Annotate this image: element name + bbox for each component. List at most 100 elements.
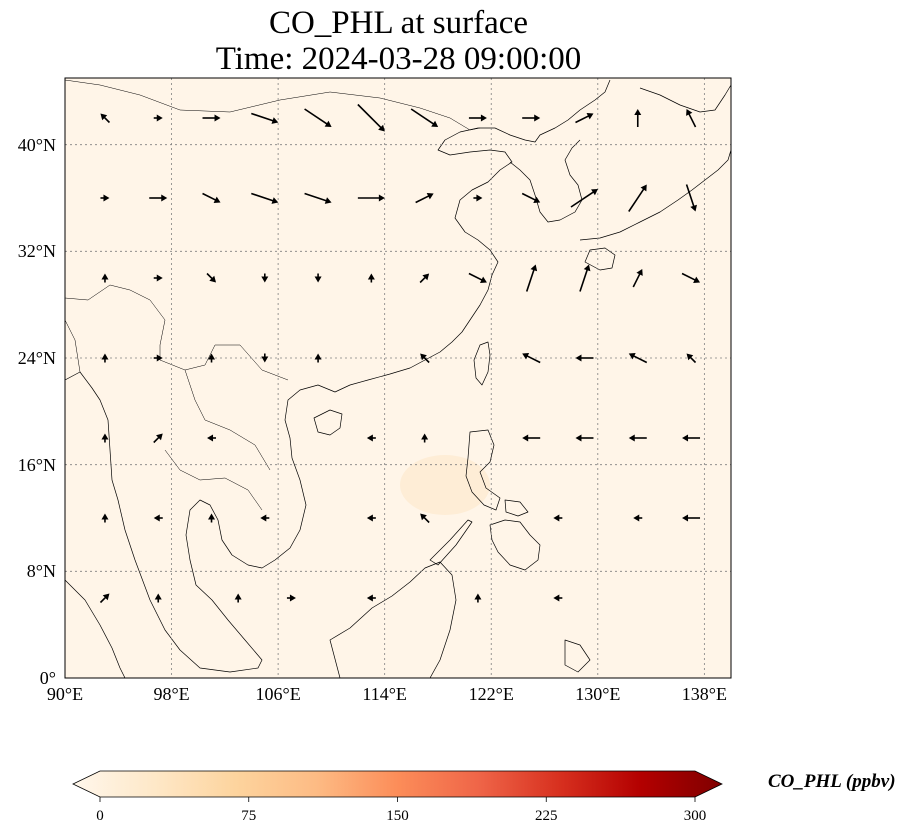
wind-arrow xyxy=(522,353,541,364)
wind-arrow xyxy=(251,192,279,204)
wind-arrow xyxy=(366,434,376,442)
wind-arrow xyxy=(153,433,163,444)
latitude-tick-label: 8°N xyxy=(26,561,56,582)
wind-arrow xyxy=(681,272,701,283)
wind-arrow xyxy=(101,353,109,363)
wind-arrow xyxy=(473,194,483,202)
wind-arrow xyxy=(468,114,487,122)
coastlines xyxy=(65,79,731,678)
wind-arrow xyxy=(522,434,541,442)
wind-arrow xyxy=(202,192,221,203)
wind-arrow xyxy=(304,108,332,127)
wind-arrow xyxy=(286,594,296,602)
wind-arrow xyxy=(153,114,163,122)
wind-arrow xyxy=(99,593,110,604)
wind-arrow xyxy=(419,273,430,284)
wind-arrow xyxy=(208,353,216,363)
wind-arrow xyxy=(202,114,221,122)
colorbar xyxy=(72,770,723,798)
wind-arrow xyxy=(100,194,110,202)
latitude-tick-label: 16°N xyxy=(17,454,56,475)
longitude-tick-label: 138°E xyxy=(681,684,727,704)
wind-arrow xyxy=(261,353,269,363)
wind-arrow xyxy=(686,353,697,364)
wind-arrow xyxy=(420,513,430,524)
latitude-tick-label: 24°N xyxy=(17,348,56,368)
longitude-tick-label: 98°E xyxy=(153,684,190,704)
chart-subtitle: Time: 2024-03-28 09:00:00 xyxy=(215,41,582,77)
wind-arrow xyxy=(367,273,375,283)
longitude-tick-label: 106°E xyxy=(255,684,301,704)
wind-arrow xyxy=(357,103,385,132)
wind-arrow xyxy=(682,514,701,522)
wind-arrow xyxy=(553,514,563,522)
wind-arrow xyxy=(251,112,279,124)
wind-arrow xyxy=(575,113,594,124)
longitude-tick-label: 114°E xyxy=(362,684,407,704)
wind-arrow xyxy=(234,593,242,603)
wind-arrow xyxy=(474,593,482,603)
wind-arrow xyxy=(366,514,376,522)
longitude-tick-label: 90°E xyxy=(46,684,84,704)
wind-arrow xyxy=(208,513,216,523)
wind-arrow xyxy=(154,593,162,603)
wind-arrow xyxy=(260,514,270,522)
wind-arrow xyxy=(553,594,563,602)
colorbar-tick-label: 75 xyxy=(241,808,257,824)
wind-arrow xyxy=(628,353,648,364)
colorbar-tick-label: 0 xyxy=(96,808,104,824)
wind-arrow xyxy=(525,264,538,292)
wind-arrow xyxy=(421,433,429,443)
wind-arrow xyxy=(357,194,385,202)
wind-arrow xyxy=(153,274,163,282)
chart-title: CO_PHL at surface xyxy=(268,5,529,41)
wind-arrow xyxy=(149,194,168,202)
wind-arrow xyxy=(410,108,439,127)
wind-arrow xyxy=(628,434,647,442)
wind-arrow xyxy=(686,109,697,128)
wind-arrow xyxy=(579,264,591,292)
latitude-tick-label: 32°N xyxy=(17,241,56,262)
co-plume xyxy=(400,455,490,515)
wind-vectors xyxy=(99,103,701,604)
wind-arrow xyxy=(468,272,487,283)
longitude-tick-label: 122°E xyxy=(468,684,514,704)
wind-arrow xyxy=(101,513,109,523)
wind-arrow xyxy=(261,273,269,283)
wind-arrow xyxy=(206,272,217,283)
wind-arrow xyxy=(521,192,541,203)
wind-arrow xyxy=(153,354,163,362)
wind-arrow xyxy=(314,353,322,363)
wind-arrow xyxy=(420,353,430,364)
wind-arrow xyxy=(522,114,541,122)
wind-arrow xyxy=(633,514,643,522)
gridlines xyxy=(65,78,731,678)
wind-arrow xyxy=(101,433,109,443)
wind-arrow xyxy=(101,273,109,283)
latitude-tick-label: 40°N xyxy=(17,134,56,155)
wind-arrow xyxy=(632,269,643,288)
longitude-tick-label: 130°E xyxy=(575,684,621,704)
wind-arrow xyxy=(634,109,642,127)
plot-frame xyxy=(64,77,732,679)
wind-arrow xyxy=(628,184,647,212)
colorbar-label: CO_PHL (ppbv) xyxy=(768,771,896,792)
map-background xyxy=(65,78,731,678)
colorbar-tick-marks xyxy=(99,797,696,802)
wind-arrow xyxy=(153,514,163,522)
wind-arrow xyxy=(682,434,701,442)
wind-arrow xyxy=(575,354,594,362)
wind-arrow xyxy=(415,193,434,204)
colorbar-tick-label: 225 xyxy=(535,808,558,824)
wind-arrow xyxy=(314,273,322,283)
wind-arrow xyxy=(570,189,598,208)
wind-arrow xyxy=(575,434,594,442)
colorbar-tick-label: 150 xyxy=(386,808,409,824)
latitude-tick-label: 0° xyxy=(39,668,56,688)
wind-arrow xyxy=(207,434,217,442)
wind-arrow xyxy=(685,184,697,212)
wind-arrow xyxy=(100,113,111,124)
wind-arrow xyxy=(366,594,376,602)
colorbar-tick-label: 300 xyxy=(683,808,707,824)
